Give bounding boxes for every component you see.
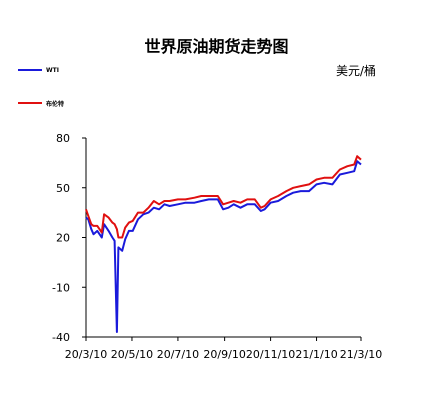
y-tick-label: -40: [52, 331, 70, 344]
unit-label: 美元/桶: [336, 64, 377, 78]
x-tick-label: 20/3/10: [65, 348, 107, 361]
legend-label-brent: 布伦特: [46, 100, 65, 108]
y-tick-label: -10: [52, 281, 70, 294]
y-tick-label: 80: [56, 132, 70, 145]
legend-item-wti: WTI: [18, 64, 59, 76]
x-tick-label: 20/5/10: [111, 348, 153, 361]
series-line-wti: [85, 160, 362, 333]
legend-swatch-brent: [18, 102, 42, 104]
x-tick-label: 21/1/10: [295, 348, 337, 361]
chart-title: 世界原油期货走势图: [144, 37, 289, 56]
x-tick-label: 20/9/10: [203, 348, 245, 361]
x-tick-label: 21/3/10: [340, 348, 382, 361]
x-tick-label: 20/11/10: [246, 348, 295, 361]
legend-label-wti: WTI: [46, 66, 59, 74]
x-tick-label: 20/7/10: [157, 348, 199, 361]
legend-swatch-wti: [18, 69, 42, 71]
y-tick-label: 20: [56, 232, 70, 245]
y-tick-label: 50: [56, 182, 70, 195]
series-line-brent: [85, 155, 362, 239]
legend-item-brent: 布伦特: [18, 97, 64, 109]
